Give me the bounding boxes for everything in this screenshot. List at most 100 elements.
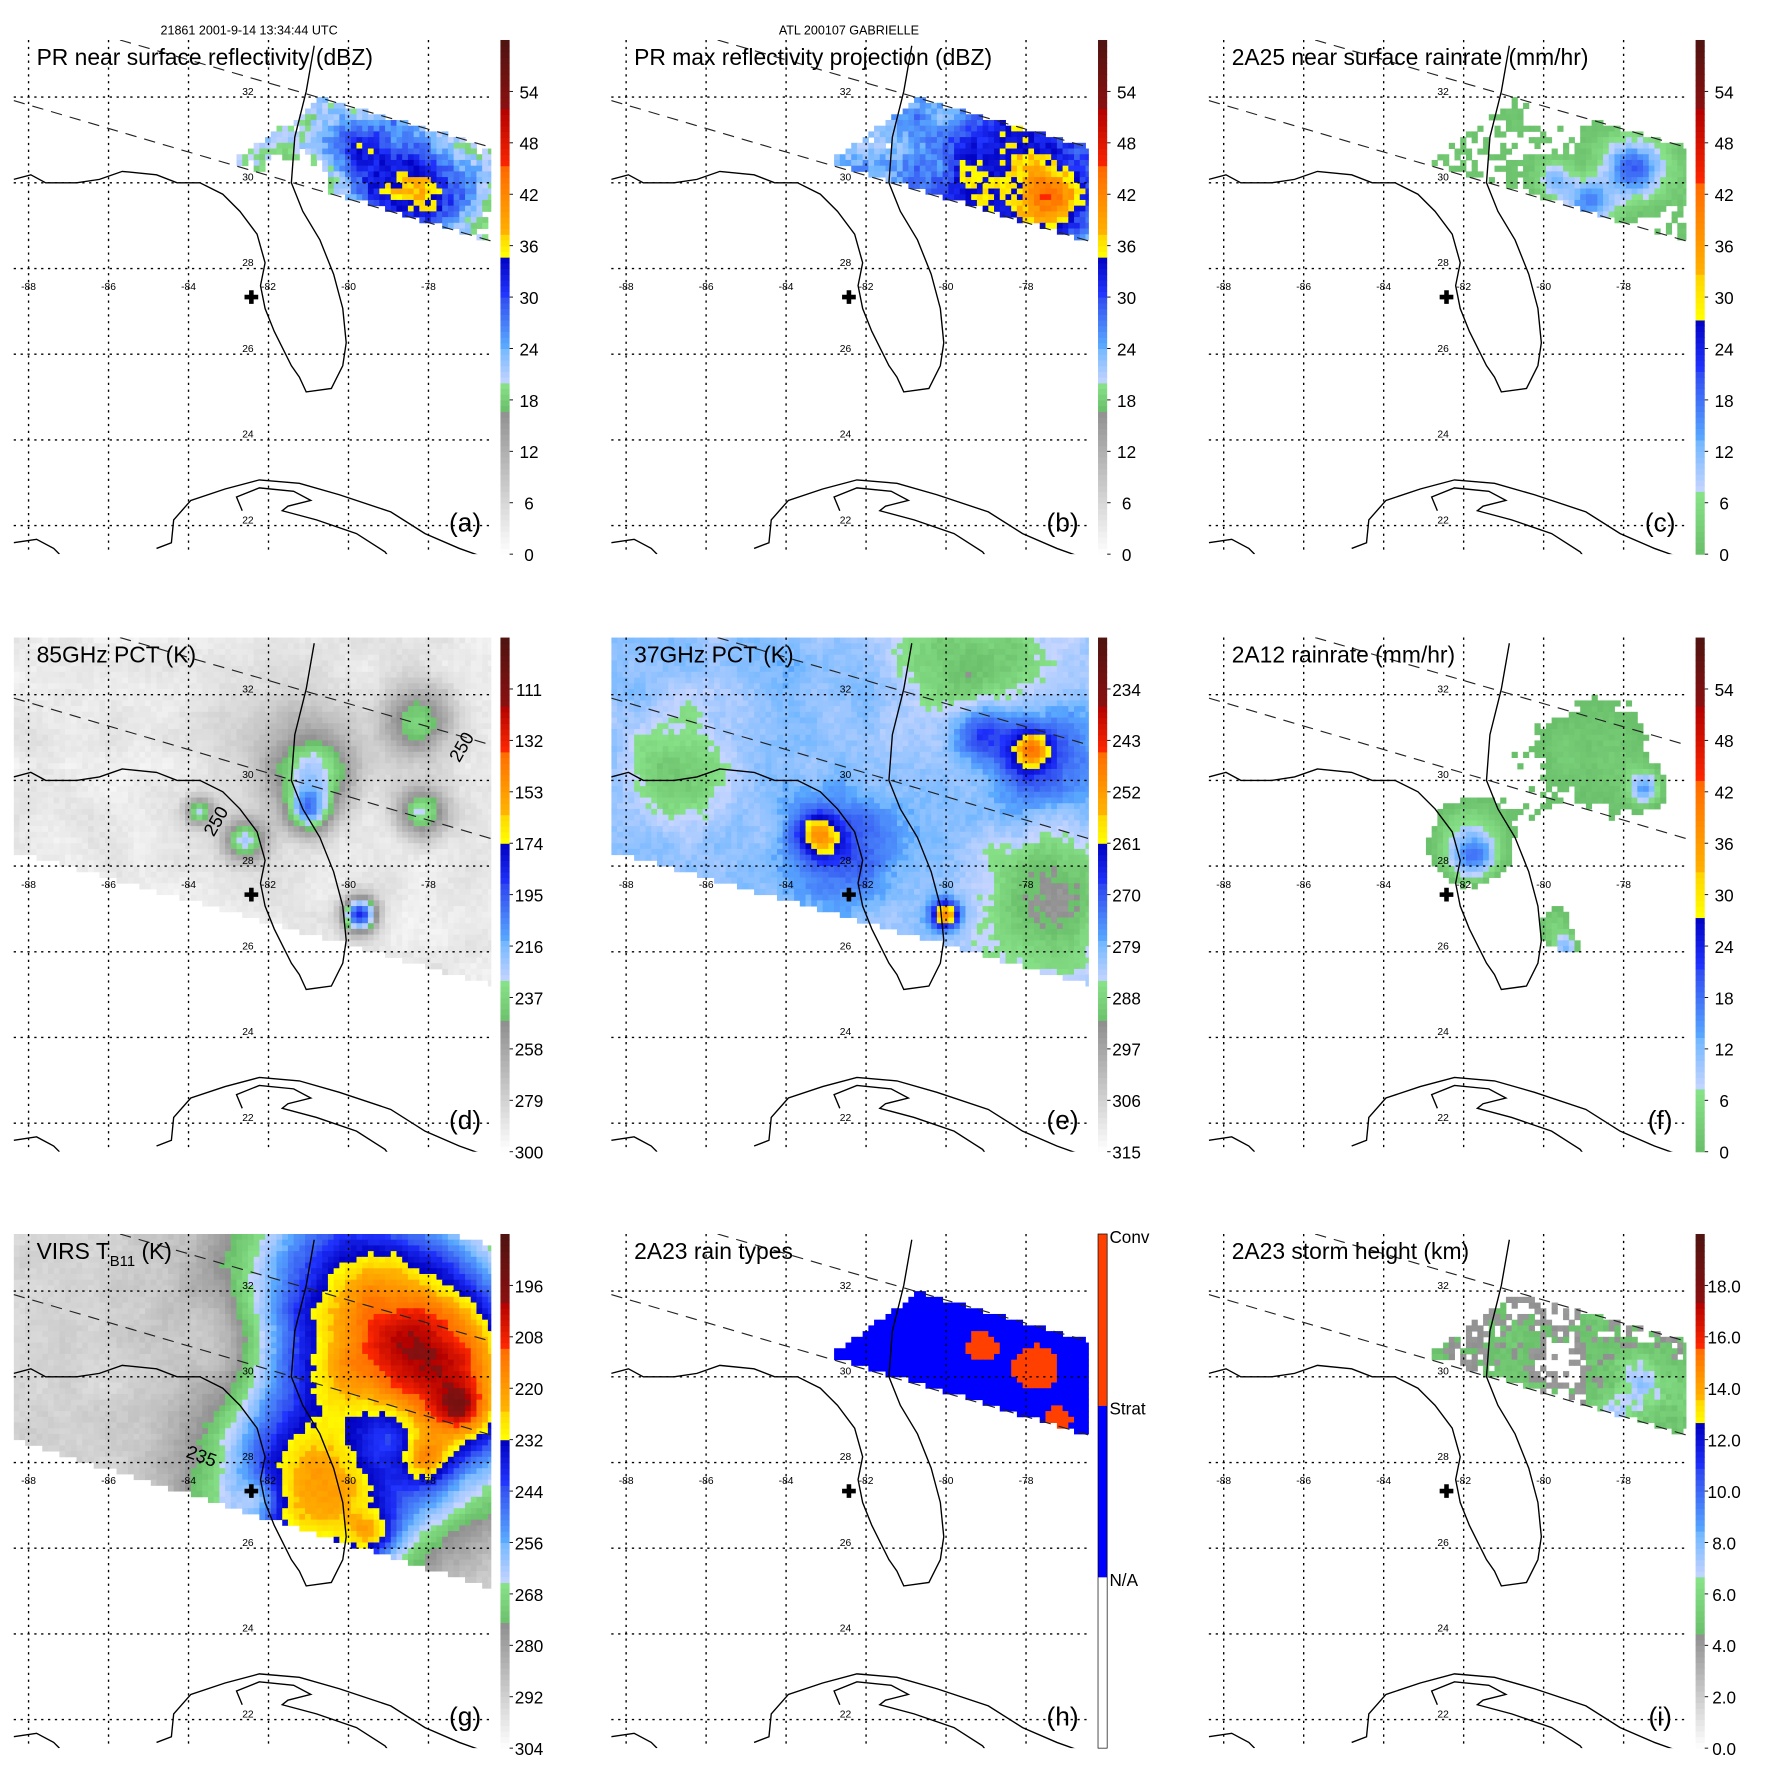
field-cell bbox=[270, 723, 277, 730]
field-cell bbox=[1545, 177, 1553, 184]
field-cell bbox=[219, 803, 226, 810]
field-cell bbox=[293, 820, 300, 827]
field-cell bbox=[1648, 211, 1655, 218]
field-cell bbox=[276, 142, 283, 149]
field-cell bbox=[59, 654, 66, 661]
field-cell bbox=[99, 786, 106, 793]
field-cell bbox=[442, 723, 449, 730]
field-cell bbox=[259, 768, 266, 776]
field-cell bbox=[339, 768, 346, 776]
field-cell bbox=[99, 711, 106, 718]
field-cell bbox=[36, 808, 43, 816]
field-cell bbox=[453, 205, 460, 212]
field-cell bbox=[385, 803, 392, 810]
field-cell bbox=[213, 711, 220, 718]
field-cell bbox=[367, 660, 375, 667]
field-cell bbox=[459, 643, 466, 650]
field-cell bbox=[959, 131, 966, 138]
field-cell bbox=[310, 694, 317, 701]
field-cell bbox=[47, 786, 55, 793]
field-cell bbox=[919, 131, 926, 138]
field-cell bbox=[413, 746, 420, 753]
field-cell bbox=[316, 154, 323, 161]
field-cell bbox=[265, 831, 272, 838]
field-cell bbox=[133, 831, 140, 838]
field-cell bbox=[891, 159, 898, 167]
field-cell bbox=[76, 831, 83, 838]
field-cell bbox=[476, 763, 483, 770]
field-cell bbox=[253, 666, 260, 673]
field-cell bbox=[42, 808, 49, 816]
field-cell bbox=[373, 826, 380, 833]
field-cell bbox=[350, 666, 357, 673]
field-cell bbox=[891, 131, 898, 138]
field-cell bbox=[942, 165, 949, 172]
field-cell bbox=[202, 700, 209, 707]
field-cell bbox=[453, 814, 460, 821]
field-cell bbox=[442, 706, 449, 713]
field-cell bbox=[30, 643, 38, 650]
field-cell bbox=[385, 757, 392, 764]
colorbar-segment bbox=[500, 445, 510, 452]
field-cell bbox=[299, 786, 306, 793]
field-cell bbox=[247, 648, 255, 656]
field-cell bbox=[982, 137, 989, 144]
field-cell bbox=[908, 177, 915, 184]
field-cell bbox=[145, 757, 152, 764]
field-cell bbox=[390, 677, 397, 684]
field-cell bbox=[207, 660, 215, 667]
field-cell bbox=[350, 711, 357, 718]
field-cell bbox=[436, 671, 443, 679]
field-cell bbox=[242, 774, 249, 781]
field-cell bbox=[1034, 217, 1041, 224]
field-cell bbox=[150, 666, 157, 673]
field-cell bbox=[282, 717, 289, 724]
field-cell bbox=[322, 820, 329, 827]
field-cell bbox=[25, 660, 32, 667]
field-cell bbox=[1045, 222, 1052, 229]
field-cell bbox=[122, 763, 129, 770]
coastlines bbox=[1208, 45, 1673, 555]
field-cell bbox=[925, 188, 932, 195]
field-cell bbox=[316, 780, 323, 787]
field-cell bbox=[447, 700, 455, 707]
field-cell bbox=[447, 814, 455, 821]
field-cell bbox=[379, 199, 386, 207]
field-cell bbox=[207, 780, 215, 787]
field-cell bbox=[327, 171, 335, 178]
field-cell bbox=[908, 165, 915, 172]
field-cell bbox=[413, 814, 420, 821]
field-cell bbox=[874, 165, 881, 172]
field-cell bbox=[465, 222, 472, 229]
field-cell bbox=[305, 637, 312, 644]
field-cell bbox=[36, 694, 43, 701]
field-cell bbox=[316, 768, 323, 776]
colorbar-segment bbox=[1695, 234, 1705, 241]
field-cell bbox=[379, 188, 386, 195]
field-cell bbox=[436, 763, 443, 770]
field-cell bbox=[971, 159, 978, 167]
field-cell bbox=[82, 688, 89, 696]
field-cell bbox=[287, 660, 295, 667]
colorbar-segment bbox=[1695, 199, 1705, 207]
field-cell bbox=[1591, 137, 1598, 144]
field-cell bbox=[242, 723, 249, 730]
field-cell bbox=[379, 711, 386, 718]
field-cell bbox=[253, 797, 260, 804]
field-cell bbox=[13, 826, 20, 833]
field-cell bbox=[1056, 177, 1064, 184]
field-cell bbox=[213, 791, 220, 798]
field-cell bbox=[156, 666, 163, 673]
field-cell bbox=[282, 125, 289, 132]
field-cell bbox=[1016, 148, 1024, 155]
field-cell bbox=[156, 654, 163, 661]
colorbar-segment bbox=[1695, 479, 1705, 487]
field-cell bbox=[1494, 125, 1501, 132]
field-cell bbox=[425, 700, 432, 707]
field-cell bbox=[390, 666, 397, 673]
field-cell bbox=[1085, 171, 1089, 178]
field-cell bbox=[367, 177, 375, 184]
field-cell bbox=[65, 711, 72, 718]
field-cell bbox=[436, 717, 443, 724]
field-cell bbox=[367, 791, 375, 798]
